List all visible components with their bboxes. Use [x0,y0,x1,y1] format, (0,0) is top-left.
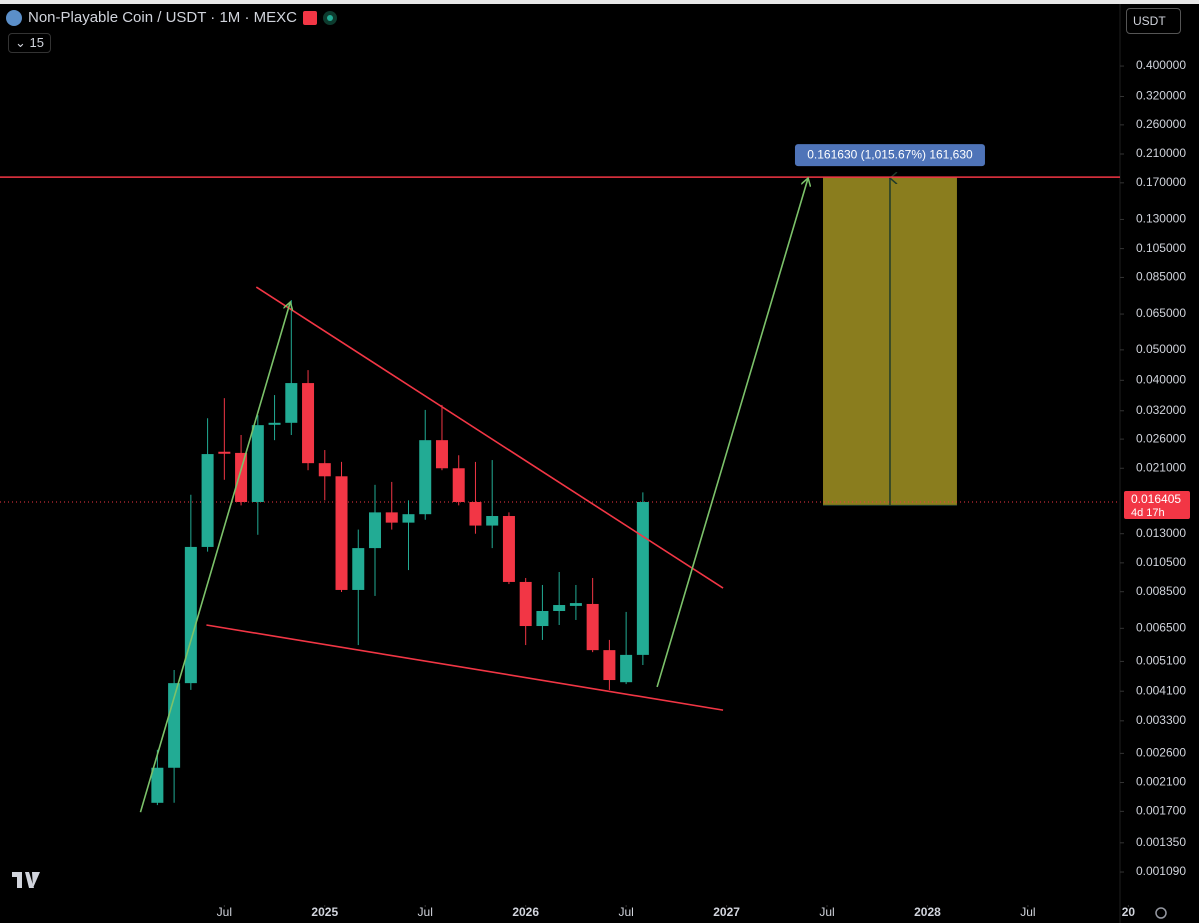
candle-body [369,512,382,549]
x-tick-label: 2028 [914,905,941,919]
candle-body [302,383,315,464]
y-tick-label: 0.002100 [1136,775,1186,789]
candle-body [536,610,549,627]
y-tick-label: 0.260000 [1136,117,1186,131]
y-tick-label: 0.210000 [1136,146,1186,160]
x-tick-label: Jul [819,905,834,919]
y-tick-label: 0.032000 [1136,403,1186,417]
x-tick-label: 2027 [713,905,740,919]
x-tick-label: Jul [217,905,232,919]
price-label: 0.016405 [1131,492,1181,506]
countdown-label: 4d 17h [1131,507,1165,519]
y-tick-label: 0.013000 [1136,526,1186,540]
candle-body [318,463,331,477]
candle-body [603,650,616,681]
indicator-badge[interactable]: ⌄ 15 [8,33,51,53]
trend-line [206,624,724,711]
candle-body [184,546,197,684]
arrow-line [656,178,808,688]
y-tick-label: 0.005100 [1136,654,1186,668]
y-tick-label: 0.130000 [1136,212,1186,226]
candle-body [452,468,465,503]
candle-body [218,451,231,454]
candle-body [151,767,164,803]
y-tick-label: 0.003300 [1136,713,1186,727]
candle-body [620,654,633,683]
candle-body [519,581,532,627]
candle-body [402,514,415,523]
candle-body [435,440,448,469]
candle-body [586,603,599,651]
y-tick-label: 0.004100 [1136,683,1186,697]
y-tick-label: 0.001350 [1136,835,1186,849]
candle-body [469,502,482,526]
y-tick-label: 0.006500 [1136,620,1186,634]
measure-label: 0.161630 (1,015.67%) 161,630 [807,147,973,161]
y-tick-label: 0.065000 [1136,306,1186,320]
interval-count: 15 [29,35,44,50]
y-tick-label: 0.050000 [1136,342,1186,356]
trend-line [255,286,724,589]
coin-icon [6,9,22,26]
candle-body [335,476,348,590]
measure-label-bg [794,144,985,167]
y-tick-label: 0.040000 [1136,372,1186,386]
tv-logo [12,872,40,888]
candle-body [636,502,649,655]
y-tick-label: 0.010500 [1136,555,1186,569]
candle-body [569,603,582,606]
symbol-title[interactable]: Non-Playable Coin / USDT · 1M · MEXC [28,9,297,26]
y-tick-label: 0.002600 [1136,746,1186,760]
y-tick-label: 0.085000 [1136,270,1186,284]
y-tick-label: 0.320000 [1136,89,1186,103]
y-tick-label: 0.001700 [1136,804,1186,818]
settings-icon[interactable] [1155,907,1167,919]
x-tick-label: 20 [1122,905,1136,919]
candle-body [419,440,432,515]
status-icon [322,10,337,25]
y-tick-label: 0.026000 [1136,431,1186,445]
candle-body [251,425,264,503]
candle-body [285,383,298,423]
arrow-line [139,302,290,813]
candle-body [352,548,365,590]
y-tick-label: 0.001090 [1136,864,1186,878]
y-tick-label: 0.105000 [1136,241,1186,255]
y-tick-label: 0.008500 [1136,584,1186,598]
top-frame [0,0,1199,4]
flag-icon[interactable] [302,10,317,25]
candle-body [502,516,515,582]
candle-body [486,516,499,526]
symbol-bar: Non-Playable Coin / USDT · 1M · MEXC [6,9,337,26]
y-tick-label: 0.170000 [1136,175,1186,189]
price-label-bg [1124,490,1190,519]
x-tick-label: 2026 [512,905,539,919]
x-tick-label: Jul [418,905,433,919]
candle-body [168,683,181,768]
currency: USDT [1133,14,1166,28]
currency-select[interactable]: USDT [1126,8,1181,34]
candle-body [553,605,566,611]
candle-body [201,454,214,547]
y-tick-label: 0.021000 [1136,460,1186,474]
candle-body [268,422,281,425]
x-tick-label: Jul [1020,905,1035,919]
x-tick-label: Jul [618,905,633,919]
x-tick-label: 2025 [311,905,338,919]
candle-body [235,452,248,503]
candle-body [385,512,398,523]
y-tick-label: 0.400000 [1136,58,1186,72]
